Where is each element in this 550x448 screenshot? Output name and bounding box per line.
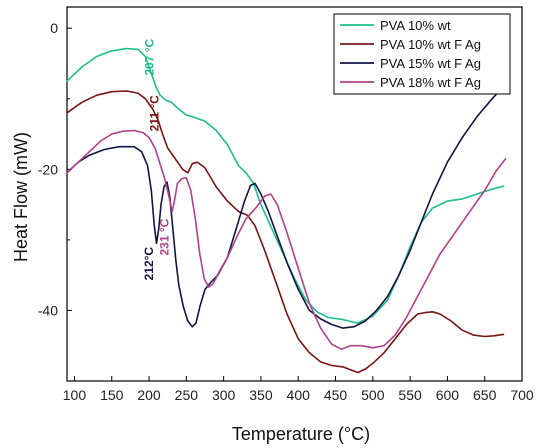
y-tick-label: 0	[50, 20, 58, 36]
plot-frame	[66, 6, 523, 382]
x-tick-label: 450	[324, 387, 348, 403]
series-line-4	[66, 129, 507, 350]
x-tick-label: 400	[287, 387, 311, 403]
x-tick-label: 300	[212, 387, 236, 403]
legend-label-4: PVA 18% wt F Ag	[380, 75, 481, 90]
x-tick-label: 350	[249, 387, 273, 403]
annotation-1: 207 °C	[143, 38, 157, 75]
annotation-3: 212°C	[142, 247, 156, 281]
legend: PVA 10% wt PVA 10% wt F Ag PVA 15% wt F Ag…	[333, 13, 511, 95]
x-tick-label: 100	[63, 387, 87, 403]
series-line-2	[66, 90, 505, 374]
x-tick-label: 700	[510, 387, 534, 403]
legend-box	[333, 13, 511, 95]
axes: 100 150 200 250 300 350 400 450 500 550 600 650 700 0…	[38, 6, 534, 403]
x-tick-label: 500	[361, 387, 385, 403]
x-tick-label: 550	[398, 387, 422, 403]
x-tick-label: 250	[175, 387, 199, 403]
y-axis-label: Heat Flow (mW)	[11, 132, 31, 262]
annotation-2: 211 °C	[148, 95, 162, 131]
series-line-1	[66, 47, 505, 324]
legend-label-1: PVA 10% wt	[380, 18, 451, 33]
y-tick-label: -40	[38, 302, 58, 318]
series-line-3	[66, 85, 505, 329]
annotation-4: 231 °C	[157, 218, 171, 255]
x-tick-label: 650	[473, 387, 497, 403]
series-layer	[66, 47, 507, 374]
y-tick-label: -20	[38, 161, 58, 177]
x-tick-label: 200	[137, 387, 161, 403]
legend-label-2: PVA 10% wt F Ag	[380, 37, 481, 52]
x-tick-label: 150	[100, 387, 124, 403]
legend-label-3: PVA 15% wt F Ag	[380, 56, 481, 71]
x-tick-label: 600	[436, 387, 460, 403]
x-axis-label: Temperature (°C)	[232, 424, 370, 444]
